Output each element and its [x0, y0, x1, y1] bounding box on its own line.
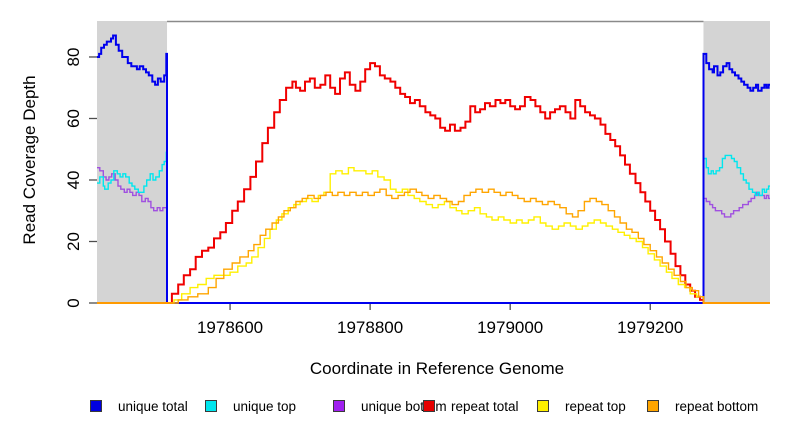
legend-label: repeat top	[565, 398, 626, 414]
legend-swatch-icon	[537, 400, 549, 412]
series-line-unique-top	[97, 151, 770, 304]
series-line-repeat-total	[97, 62, 770, 304]
legend-item-repeat-top: repeat top	[537, 397, 626, 415]
y-axis-title: Read Coverage Depth	[20, 75, 39, 245]
legend-label: unique top	[233, 398, 297, 414]
series-line-unique-total	[97, 34, 770, 304]
legend-item-unique-top: unique top	[205, 397, 296, 415]
legend-swatch-icon	[90, 400, 102, 412]
y-tick-label: 0	[64, 298, 83, 307]
legend-item-repeat-bottom: repeat bottom	[647, 397, 758, 415]
x-tick-label: 1979200	[617, 318, 683, 337]
legend-label: unique total	[118, 398, 188, 414]
legend-label: repeat bottom	[675, 398, 759, 414]
x-tick-label: 1978800	[337, 318, 403, 337]
legend-swatch-icon	[333, 400, 345, 412]
legend-label: repeat total	[451, 398, 519, 414]
series-line-repeat-bottom	[97, 188, 770, 304]
legend-swatch-icon	[423, 400, 435, 412]
legend-swatch-icon	[205, 400, 217, 412]
legend: unique total unique top unique bottom repea…	[0, 397, 792, 417]
series-line-repeat-top	[97, 167, 770, 304]
shaded-flank-region-0	[97, 21, 168, 303]
x-tick-label: 1979000	[477, 318, 543, 337]
y-tick-label: 20	[64, 232, 83, 251]
x-tick-label: 1978600	[197, 318, 263, 337]
legend-swatch-icon	[647, 400, 659, 412]
legend-item-repeat-total: repeat total	[423, 397, 519, 415]
series-line-unique-bottom	[97, 167, 770, 304]
legend-item-unique-total: unique total	[90, 397, 188, 415]
y-tick-label: 40	[64, 171, 83, 190]
y-tick-label: 80	[64, 48, 83, 67]
x-axis-title: Coordinate in Reference Genome	[309, 359, 565, 378]
y-tick-label: 60	[64, 109, 83, 128]
